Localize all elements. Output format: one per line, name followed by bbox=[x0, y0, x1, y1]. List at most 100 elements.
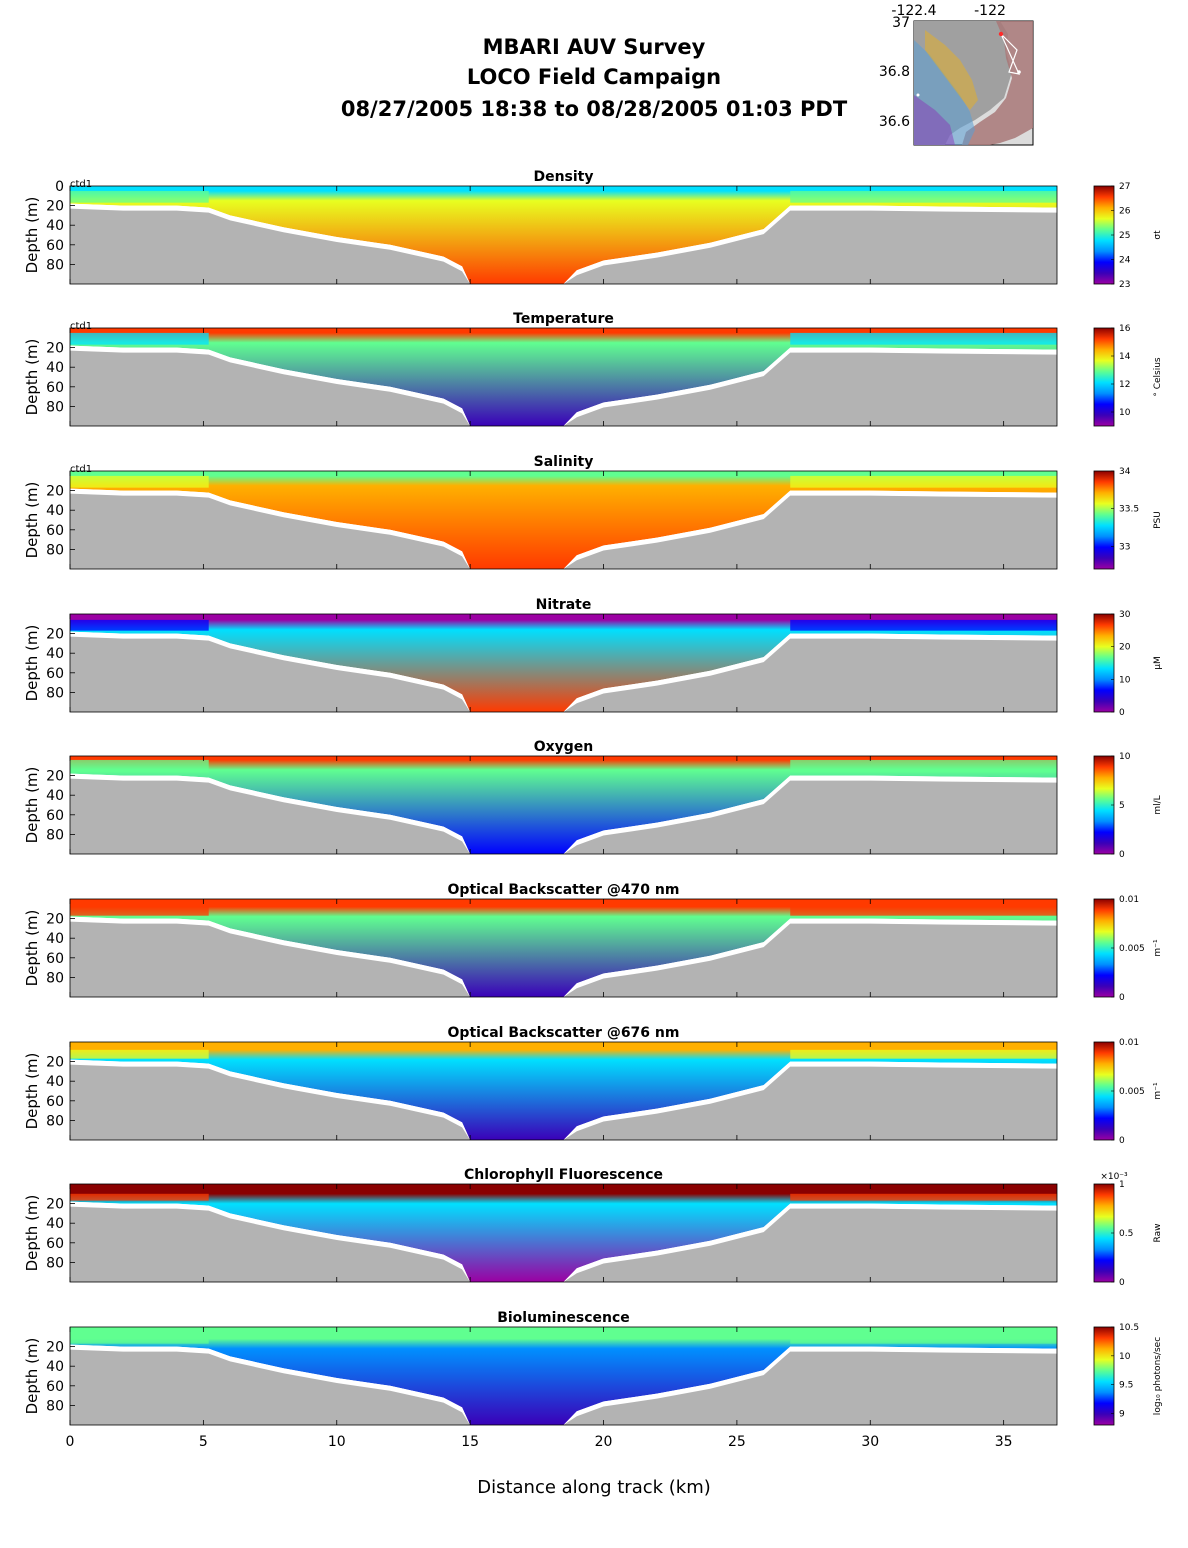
shelf-layer-right bbox=[790, 1338, 1057, 1344]
y-axis-label: Depth (m) bbox=[23, 482, 41, 559]
colorbar-exponent: ×10⁻³ bbox=[1100, 1172, 1128, 1182]
y-tick-label: 40 bbox=[46, 1216, 64, 1232]
axes-frame bbox=[69, 185, 1058, 285]
colorbar-tick-label: 0.5 bbox=[1119, 1229, 1133, 1239]
seafloor bbox=[70, 1349, 1057, 1425]
plot-area bbox=[70, 756, 1057, 854]
colorbar: 34 33.5 33 PSU bbox=[1093, 467, 1163, 570]
colorbar-tick-label: 0.005 bbox=[1119, 1087, 1145, 1097]
inset-lat-tick-1: 36.8 bbox=[879, 64, 910, 80]
colorbar: 10.5 10 9.5 9 log₁₀ photons/sec bbox=[1093, 1323, 1163, 1426]
colorbar-scale bbox=[1093, 1326, 1115, 1426]
x-axis: 0 5 10 15 20 25 30 35 bbox=[66, 1434, 1013, 1450]
panel-title: Density bbox=[533, 169, 593, 185]
colorbar-tick-label: 0 bbox=[1119, 1136, 1125, 1146]
y-axis-label: Depth (m) bbox=[23, 1053, 41, 1130]
y-axis-label: Depth (m) bbox=[23, 197, 41, 274]
y-tick-label: 20 bbox=[46, 769, 64, 785]
colorbar-unit: ° Celsius bbox=[1153, 357, 1163, 397]
x-axis-label: Distance along track (km) bbox=[477, 1477, 711, 1498]
colorbar-unit: ml/L bbox=[1153, 795, 1163, 814]
shelf-layer-right bbox=[790, 1193, 1057, 1201]
y-tick-label: 20 bbox=[46, 912, 64, 928]
axes-frame bbox=[69, 470, 1058, 570]
axes-frame bbox=[69, 1041, 1058, 1141]
x-tick-label: 15 bbox=[461, 1434, 479, 1450]
panel-temperature: Temperature 20 40 60 80 Depth (m) ctd1 16 14 12 10… bbox=[23, 311, 1163, 427]
axes-frame bbox=[69, 1326, 1058, 1426]
colorbar-tick-label: 24 bbox=[1119, 256, 1131, 266]
y-tick-label: 40 bbox=[46, 931, 64, 947]
colorbar-unit: μM bbox=[1153, 656, 1163, 670]
x-tick-label: 5 bbox=[199, 1434, 208, 1450]
colorbar-tick-label: 0.01 bbox=[1119, 895, 1139, 905]
water-column bbox=[70, 328, 1057, 426]
y-tick-label: 20 bbox=[46, 341, 64, 357]
shelf-layer-left bbox=[70, 619, 209, 631]
plot-area bbox=[70, 1327, 1057, 1425]
colorbar-tick-label: 10.5 bbox=[1119, 1323, 1139, 1333]
inset-lat-tick-2: 36.6 bbox=[879, 114, 910, 130]
colorbar-unit: m⁻¹ bbox=[1153, 939, 1163, 957]
y-tick-label: 80 bbox=[46, 542, 64, 558]
colorbar-tick-label: 10 bbox=[1119, 408, 1131, 418]
colorbar-tick-label: 9.5 bbox=[1119, 1381, 1133, 1391]
seafloor bbox=[70, 921, 1057, 997]
title-line-1: MBARI AUV Survey bbox=[483, 35, 706, 59]
x-tick-label: 0 bbox=[66, 1434, 75, 1450]
colorbar: 1 0.5 0 Raw ×10⁻³ bbox=[1093, 1172, 1163, 1288]
colorbar: 10 5 0 ml/L bbox=[1093, 752, 1163, 860]
shelf-layer-left bbox=[70, 332, 209, 345]
shelf-layer-left bbox=[70, 190, 209, 203]
colorbar-unit: Raw bbox=[1153, 1224, 1163, 1243]
x-tick-label: 10 bbox=[328, 1434, 346, 1450]
colorbar-scale bbox=[1093, 613, 1115, 713]
y-tick-label: 40 bbox=[46, 646, 64, 662]
panel-title: Salinity bbox=[534, 454, 594, 470]
y-tick-label: 60 bbox=[46, 1236, 64, 1252]
track-label: ctd1 bbox=[70, 179, 92, 190]
panel-title: Optical Backscatter @470 nm bbox=[448, 882, 680, 898]
y-axis-label: Depth (m) bbox=[23, 339, 41, 416]
shelf-layer-left bbox=[70, 1338, 209, 1344]
y-axis-label: Depth (m) bbox=[23, 767, 41, 844]
colorbar-tick-label: 16 bbox=[1119, 324, 1131, 334]
plot-area bbox=[70, 186, 1057, 284]
inset-map: -122.4 -122 37 36.8 36.6 bbox=[879, 3, 1034, 146]
y-tick-label: 0 bbox=[55, 179, 64, 195]
shelf-layer-left bbox=[70, 1193, 209, 1201]
colorbar: 30 20 10 0 μM bbox=[1093, 610, 1163, 718]
colorbar-tick-label: 30 bbox=[1119, 610, 1131, 620]
colorbar: 16 14 12 10 ° Celsius bbox=[1093, 324, 1163, 427]
y-axis-label: Depth (m) bbox=[23, 910, 41, 987]
colorbar-tick-label: 1 bbox=[1119, 1180, 1125, 1190]
x-tick-label: 25 bbox=[728, 1434, 746, 1450]
y-axis-label: Depth (m) bbox=[23, 1338, 41, 1415]
colorbar-tick-label: 10 bbox=[1119, 1352, 1131, 1362]
shelf-layer-left bbox=[70, 475, 209, 488]
y-tick-label: 20 bbox=[46, 199, 64, 215]
bay-water bbox=[952, 21, 1033, 145]
seafloor bbox=[70, 778, 1057, 854]
shelf-layer-right bbox=[790, 332, 1057, 345]
y-tick-label: 20 bbox=[46, 484, 64, 500]
water-column bbox=[70, 899, 1057, 997]
panels: Density 0 20 40 60 80 Depth (m) ctd1 27 26 25 24 23 σ… bbox=[23, 169, 1163, 1426]
colorbar-tick-label: 34 bbox=[1119, 467, 1131, 477]
panel-density: Density 0 20 40 60 80 Depth (m) ctd1 27 26 25 24 23 σ… bbox=[23, 169, 1163, 290]
x-tick-label: 20 bbox=[595, 1434, 613, 1450]
colorbar-tick-label: 26 bbox=[1119, 207, 1131, 217]
y-tick-label: 80 bbox=[46, 1398, 64, 1414]
y-tick-label: 60 bbox=[46, 1379, 64, 1395]
shelf-layer-left bbox=[70, 1049, 209, 1059]
colorbar: 0.01 0.005 0 m⁻¹ bbox=[1093, 1038, 1163, 1146]
colorbar-tick-label: 10 bbox=[1119, 752, 1131, 762]
water-column bbox=[70, 1327, 1057, 1425]
y-tick-label: 80 bbox=[46, 1113, 64, 1129]
colorbar-tick-label: 20 bbox=[1119, 643, 1131, 653]
seafloor bbox=[70, 493, 1057, 569]
panel-title: Chlorophyll Fluorescence bbox=[464, 1167, 663, 1183]
y-axis-label: Depth (m) bbox=[23, 625, 41, 702]
plot-area bbox=[70, 899, 1057, 997]
colorbar-tick-label: 0 bbox=[1119, 1278, 1125, 1288]
